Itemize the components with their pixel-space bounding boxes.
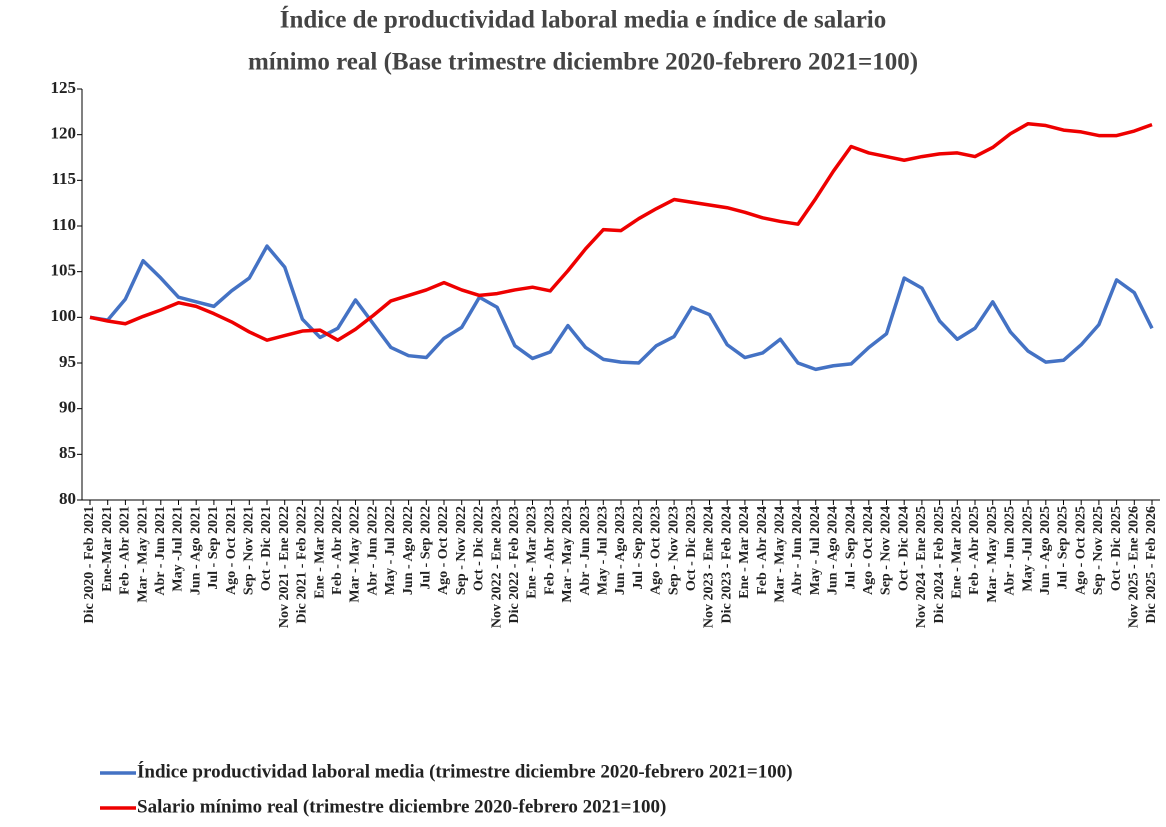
x-tick-label: Sep - Nov 2023 [666,506,681,595]
x-tick-label: Ene - Mar 2023 [525,506,540,599]
x-tick-label: Jul - Sep 2023 [631,506,646,590]
x-tick-label: Ago - Oct 2024 [861,506,876,595]
x-tick-label: Jul - Sep 2022 [419,506,434,590]
x-tick-label: Nov 2025 - Ene 2026 [1127,506,1142,628]
y-tick-label: 85 [59,443,76,462]
x-tick-label: Abr - Jun 2021 [153,506,168,596]
y-tick-label: 90 [59,398,76,417]
x-tick-label: Mar - May 2023 [560,506,575,603]
x-tick-label: Sep - Nov 2021 [242,506,257,595]
y-tick-label: 100 [51,306,77,325]
x-tick-label: Feb - Abr 2023 [542,506,557,595]
x-tick-label: Dic 2024 - Feb 2025 [932,506,947,623]
x-tick-label: Sep - Nov 2025 [1091,506,1106,595]
y-tick-label: 80 [59,489,76,508]
x-tick-label: Dic 2022 - Feb 2023 [507,506,522,623]
x-tick-label: Abr - Jun 2022 [365,506,380,596]
x-tick-label: Jun - Ago 2021 [188,506,203,595]
x-tick-label: Ago - Oct 2021 [224,506,239,595]
x-tick-label: Feb - Abr 2022 [330,506,345,595]
x-tick-label: Ago - Oct 2025 [1073,506,1088,595]
x-tick-label: Dic 2023 - Feb 2024 [719,506,734,623]
x-tick-label: Mar - May 2025 [985,506,1000,603]
x-tick-label: Feb - Abr 2021 [118,506,133,595]
x-tick-label: Oct - Dic 2025 [1109,506,1124,591]
x-tick-label: May -Jul 2021 [171,506,186,592]
x-tick-label: Dic 2025 - Feb 2026 [1144,506,1159,623]
legend-label: Índice productividad laboral media (trim… [137,760,793,782]
x-tick-label: Dic 2020 - Feb 2021 [82,506,97,623]
x-tick-label: Abr - Jun 2023 [578,506,593,596]
x-tick-label: Sep - Nov 2024 [879,506,894,595]
x-tick-label: Oct - Dic 2023 [684,506,699,591]
x-tick-label: Oct - Dic 2022 [472,506,487,591]
x-tick-label: Jun - Ago 2024 [826,506,841,595]
x-tick-label: May - Jul 2022 [383,506,398,595]
chart-title: mínimo real (Base trimestre diciembre 20… [248,49,918,76]
x-tick-label: Ene - Mar 2025 [950,506,965,599]
data-line [89,244,1154,372]
y-tick-label: 110 [51,215,76,234]
x-tick-label: Ene-Mar 2021 [100,506,115,592]
x-tick-label: Abr - Jun 2025 [1003,506,1018,596]
x-tick-label: Jun - Ago 2022 [401,506,416,595]
x-tick-label: Nov 2023 - Ene 2024 [702,506,717,628]
legend-label: Salario mínimo real (trimestre diciembre… [137,796,666,817]
x-tick-label: Dic 2021 - Feb 2022 [295,506,310,623]
y-tick-label: 115 [51,169,76,188]
x-tick-label: Jul - Sep 2024 [843,506,858,590]
data-line [89,121,1153,342]
x-tick-label: Jun - Ago 2025 [1038,506,1053,595]
x-tick-label: Jun - Ago 2023 [613,506,628,595]
x-tick-label: Mar - May 2024 [773,506,788,603]
x-tick-label: Mar - May 2021 [135,506,150,603]
x-tick-label: May - Jul 2024 [808,506,823,595]
x-tick-label: Oct - Dic 2021 [259,506,274,591]
x-tick-label: Abr - Jun 2024 [790,506,805,596]
x-tick-label: Nov 2021 - Ene 2022 [277,506,292,628]
x-tick-label: Ago - Oct 2023 [649,506,664,595]
x-tick-label: Jul - Sep 2021 [206,506,221,590]
x-tick-label: Nov 2022 - Ene 2023 [489,506,504,628]
x-tick-label: Ene - Mar 2024 [737,506,752,599]
x-tick-label: Sep - Nov 2022 [454,506,469,595]
x-tick-label: Feb - Abr 2025 [967,506,982,595]
x-tick-label: Ago - Oct 2022 [436,506,451,595]
x-tick-label: Nov 2024 - Ene 2025 [914,506,929,628]
x-tick-label: Jul - Sep 2025 [1056,506,1071,590]
y-tick-label: 105 [51,261,77,280]
y-tick-label: 125 [51,78,77,97]
chart-title: Índice de productividad laboral media e … [280,6,887,34]
x-tick-label: Feb - Abr 2024 [755,506,770,595]
x-tick-label: Mar - May 2022 [348,506,363,603]
x-tick-label: May -Jul 2025 [1020,506,1035,592]
y-tick-label: 95 [59,352,76,371]
x-tick-label: Oct - Dic 2024 [896,506,911,591]
y-tick-label: 120 [51,124,77,143]
x-tick-label: Ene - Mar 2022 [312,506,327,599]
x-tick-label: May - Jul 2023 [596,506,611,595]
